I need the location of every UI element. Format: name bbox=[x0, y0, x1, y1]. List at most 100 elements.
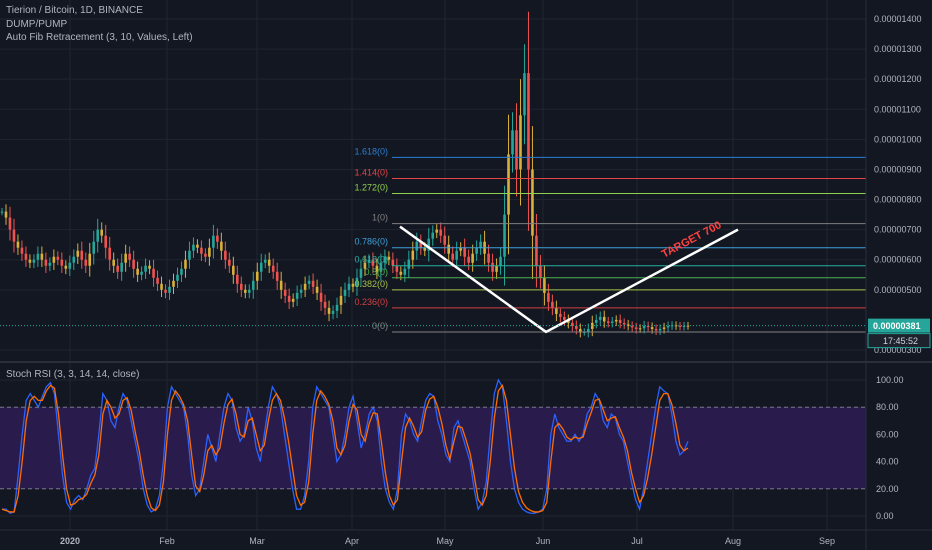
candle-body bbox=[395, 265, 399, 272]
candle-body bbox=[519, 115, 522, 170]
candle-body bbox=[351, 283, 355, 287]
rsi-band bbox=[0, 407, 866, 489]
candle-body bbox=[12, 229, 16, 242]
fib-level-label: 0.786(0) bbox=[354, 237, 388, 247]
candle-body bbox=[104, 235, 107, 248]
fib-level-label: 1(0) bbox=[372, 213, 388, 223]
candle-body bbox=[132, 259, 135, 269]
rsi-tick-label: 60.00 bbox=[876, 429, 899, 439]
fib-level-label: 1.414(0) bbox=[354, 167, 388, 177]
price-tick-label: 0.00000900 bbox=[874, 164, 922, 174]
candle-body bbox=[674, 325, 678, 327]
study-fib[interactable]: Auto Fib Retracement (3, 10, Values, Lef… bbox=[6, 32, 193, 43]
candle-body bbox=[64, 265, 68, 269]
candle-body bbox=[176, 274, 179, 281]
candle-body bbox=[399, 271, 403, 275]
candle-body bbox=[184, 259, 187, 269]
time-tick-label: Feb bbox=[159, 536, 175, 546]
candle-body bbox=[24, 253, 28, 260]
candle-body bbox=[475, 247, 478, 254]
candle-body bbox=[646, 325, 650, 328]
candle-body bbox=[303, 283, 307, 290]
candle-body bbox=[539, 265, 542, 278]
time-tick-label: May bbox=[436, 536, 454, 546]
price-tick-label: 0.00000500 bbox=[874, 285, 922, 295]
candle-body bbox=[120, 262, 123, 272]
fib-level-label: 0(0) bbox=[372, 321, 388, 331]
candle-body bbox=[100, 229, 104, 236]
candle-body bbox=[247, 289, 251, 293]
candle-body bbox=[56, 256, 60, 260]
candle-body bbox=[259, 262, 263, 272]
candle-body bbox=[240, 283, 243, 290]
candle-body bbox=[188, 250, 191, 260]
candle-body bbox=[124, 253, 127, 263]
candle-body bbox=[642, 325, 646, 329]
candle-body bbox=[403, 268, 407, 275]
price-tick-label: 0.00001000 bbox=[874, 134, 922, 144]
candle-body bbox=[52, 256, 56, 263]
candle-body bbox=[255, 271, 259, 281]
candle-body bbox=[267, 259, 271, 266]
fib-level-label: 1.272(0) bbox=[354, 183, 388, 193]
candle-body bbox=[602, 316, 606, 322]
study-dump-pump[interactable]: DUMP/PUMP bbox=[6, 19, 68, 30]
candle-body bbox=[200, 247, 203, 254]
price-tick-label: 0.00001100 bbox=[874, 104, 921, 114]
candle-body bbox=[36, 253, 40, 260]
candle-body bbox=[479, 241, 482, 248]
candle-body bbox=[128, 253, 131, 260]
fib-level-label: 0.382(0) bbox=[354, 279, 388, 289]
candle-body bbox=[638, 328, 642, 330]
time-tick-label: Jun bbox=[536, 536, 551, 546]
candle-body bbox=[363, 262, 367, 269]
candle-body bbox=[192, 244, 195, 251]
price-tick-label: 0.00001200 bbox=[874, 74, 922, 84]
candle-body bbox=[622, 322, 626, 325]
candle-body bbox=[196, 244, 199, 248]
candle-body bbox=[459, 247, 462, 251]
symbol-title[interactable]: Tierion / Bitcoin, 1D, BINANCE bbox=[6, 5, 143, 16]
candle-body bbox=[44, 259, 48, 266]
candle-body bbox=[271, 265, 275, 272]
candle-body bbox=[208, 247, 211, 257]
candle-body bbox=[618, 319, 622, 323]
candle-body bbox=[682, 325, 686, 327]
candle-body bbox=[511, 130, 514, 155]
candle-body bbox=[232, 265, 235, 275]
candle-body bbox=[299, 289, 303, 293]
candle-body bbox=[287, 295, 291, 302]
candle-body bbox=[307, 280, 311, 284]
price-tick-label: 0.00001300 bbox=[874, 44, 922, 54]
candle-body bbox=[343, 289, 347, 296]
candle-body bbox=[527, 73, 530, 170]
candle-body bbox=[152, 268, 155, 278]
candle-body bbox=[72, 256, 76, 263]
study-stoch-rsi[interactable]: Stoch RSI (3, 3, 14, 14, close) bbox=[6, 369, 140, 380]
candle-body bbox=[411, 250, 415, 260]
candle-body bbox=[543, 277, 546, 293]
candle-body bbox=[144, 265, 147, 272]
candle-body bbox=[515, 130, 518, 170]
fib-level-label: 0.5(0) bbox=[364, 267, 388, 277]
candle-body bbox=[136, 268, 139, 275]
candle-body bbox=[88, 253, 92, 266]
candle-body bbox=[658, 328, 662, 331]
candle-body bbox=[407, 259, 411, 269]
candle-body bbox=[555, 307, 558, 314]
candle-body bbox=[295, 292, 299, 299]
price-tick-label: 0.00001400 bbox=[874, 14, 922, 24]
candle-body bbox=[355, 277, 359, 287]
candle-body bbox=[491, 262, 494, 272]
candle-body bbox=[76, 250, 80, 257]
candle-body bbox=[598, 316, 602, 320]
candle-body bbox=[275, 271, 279, 281]
candle-body bbox=[148, 265, 151, 269]
candle-body bbox=[547, 292, 550, 302]
candle-body bbox=[634, 327, 638, 329]
candle-body bbox=[443, 235, 447, 245]
time-tick-label: Jul bbox=[631, 536, 643, 546]
rsi-tick-label: 0.00 bbox=[876, 511, 894, 521]
candle-body bbox=[16, 241, 20, 248]
